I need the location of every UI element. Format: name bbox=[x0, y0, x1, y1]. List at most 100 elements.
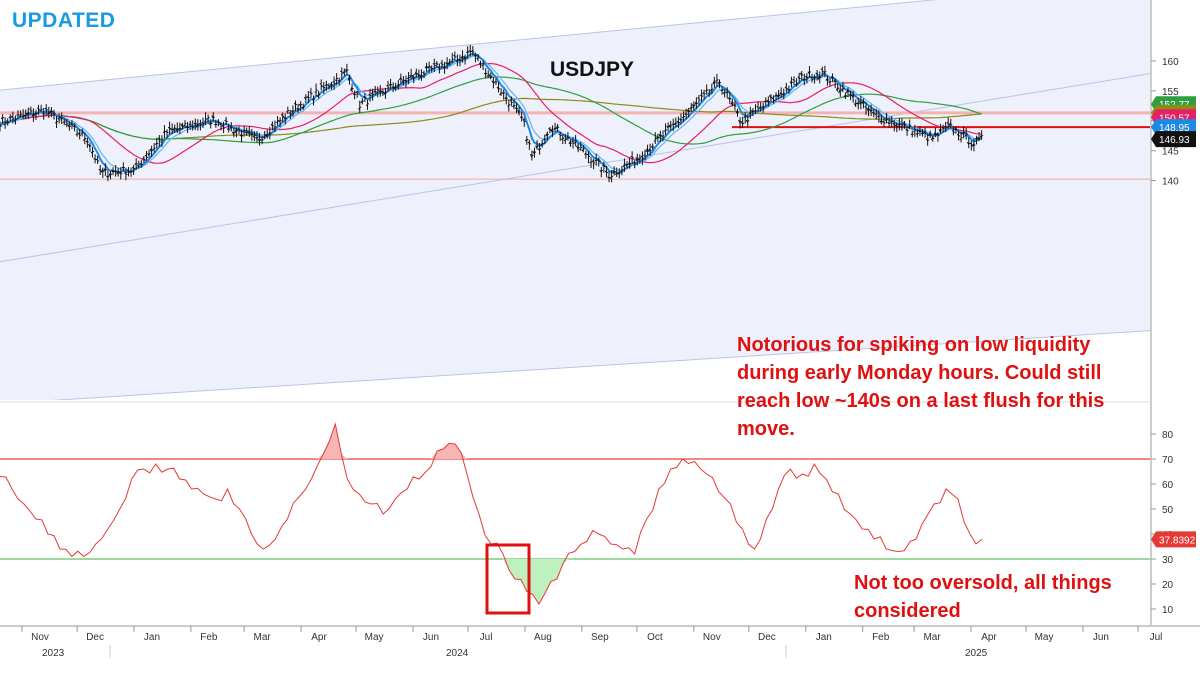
time-axis-ticks: Nov Dec Jan Feb Mar Apr May Jun Jul Aug Sep Oct Nov D… bbox=[21, 626, 1162, 659]
price-bar bbox=[900, 118, 904, 131]
y-tick-label: 160 bbox=[1162, 57, 1179, 68]
price-bar bbox=[586, 151, 590, 164]
x-month-label: Mar bbox=[254, 632, 272, 643]
price-bar bbox=[540, 139, 544, 148]
price-bar bbox=[522, 117, 526, 127]
price-bar bbox=[820, 66, 824, 77]
price-bar bbox=[383, 87, 387, 99]
price-bar bbox=[54, 115, 59, 129]
price-bar bbox=[753, 104, 757, 114]
price-bar bbox=[566, 132, 570, 141]
price-bar bbox=[563, 133, 567, 145]
price-bar bbox=[237, 126, 241, 135]
status-label: UPDATED bbox=[12, 9, 116, 32]
price-bar bbox=[833, 78, 837, 89]
price-bar bbox=[705, 84, 709, 95]
price-bar bbox=[969, 140, 973, 151]
price-bar bbox=[872, 108, 876, 118]
price-bar bbox=[936, 132, 940, 142]
price-bar bbox=[301, 103, 305, 110]
price-bar bbox=[381, 89, 385, 96]
price-bar bbox=[185, 121, 190, 134]
price-bar bbox=[840, 81, 845, 92]
price-bar bbox=[923, 127, 927, 138]
price-bar bbox=[709, 83, 714, 94]
annotation-liquidity-note: Notorious for spiking on low liquidity d… bbox=[737, 334, 1105, 440]
price-bar bbox=[666, 122, 670, 132]
channel-line bbox=[0, 0, 938, 91]
price-bar bbox=[879, 115, 883, 125]
price-bar bbox=[342, 68, 346, 77]
price-bar bbox=[771, 95, 775, 104]
y-tick-label: 145 bbox=[1162, 147, 1179, 158]
price-bar bbox=[830, 73, 835, 83]
price-bar bbox=[195, 119, 200, 131]
price-bar bbox=[925, 133, 930, 146]
price-bar bbox=[29, 106, 33, 115]
price-bar bbox=[689, 102, 693, 112]
price-bar bbox=[951, 125, 955, 136]
y-tick-label: 140 bbox=[1162, 177, 1179, 188]
price-bar bbox=[874, 108, 878, 120]
ema-slow-line bbox=[0, 55, 982, 172]
price-bar bbox=[766, 96, 770, 107]
price-bar bbox=[103, 163, 107, 176]
price-bar bbox=[406, 72, 411, 85]
price-bar bbox=[324, 80, 328, 92]
price-bar bbox=[370, 88, 375, 101]
price-bar bbox=[890, 116, 894, 128]
price-bar bbox=[119, 167, 123, 180]
price-bar bbox=[550, 125, 554, 137]
price-bar bbox=[121, 162, 125, 172]
annotation-rsi-note: Not too oversold, all things considered bbox=[854, 572, 1112, 622]
price-bar bbox=[802, 73, 806, 86]
price-bar bbox=[558, 131, 562, 141]
price-bar bbox=[524, 135, 529, 145]
price-bar bbox=[100, 167, 105, 178]
x-year-label: 2023 bbox=[42, 648, 65, 659]
x-month-label: Jun bbox=[1093, 632, 1109, 643]
price-bar bbox=[620, 166, 624, 176]
x-month-label: Jun bbox=[423, 632, 439, 643]
x-month-label: Feb bbox=[200, 632, 218, 643]
price-bar bbox=[700, 89, 704, 102]
price-bar bbox=[309, 87, 313, 98]
price-bar bbox=[494, 78, 498, 86]
price-bar bbox=[961, 126, 966, 139]
rsi-axis-ticks: 8070605040302010 bbox=[1151, 430, 1174, 616]
price-bar bbox=[512, 99, 516, 110]
price-bar bbox=[388, 78, 393, 90]
price-bar bbox=[296, 103, 300, 114]
price-bar bbox=[319, 79, 323, 91]
price-bar bbox=[255, 131, 259, 143]
price-bar bbox=[663, 123, 668, 136]
price-bar bbox=[347, 74, 351, 85]
price-bar bbox=[529, 150, 534, 161]
x-month-label: May bbox=[1035, 632, 1054, 643]
price-bar bbox=[157, 135, 161, 147]
price-bar bbox=[715, 73, 719, 87]
price-bar bbox=[252, 131, 256, 142]
price-bar bbox=[77, 129, 82, 140]
price-bar bbox=[740, 116, 745, 128]
price-bar bbox=[637, 154, 642, 164]
price-bar bbox=[322, 82, 326, 94]
price-bar bbox=[226, 123, 231, 133]
price-bar bbox=[653, 132, 657, 144]
price-bar bbox=[725, 87, 729, 99]
price-bar bbox=[671, 118, 675, 132]
price-bar bbox=[404, 75, 408, 88]
price-bar bbox=[807, 66, 811, 78]
price-bar bbox=[915, 128, 919, 138]
rsi-line bbox=[0, 422, 983, 605]
price-bar bbox=[789, 76, 793, 88]
price-bar bbox=[948, 118, 953, 129]
price-bar bbox=[748, 106, 752, 119]
price-bar bbox=[373, 85, 377, 96]
price-bar bbox=[507, 100, 511, 112]
price-bar bbox=[774, 92, 778, 101]
svg-text:146.93: 146.93 bbox=[1159, 135, 1190, 146]
price-bar bbox=[519, 111, 524, 122]
price-bar bbox=[273, 120, 277, 132]
